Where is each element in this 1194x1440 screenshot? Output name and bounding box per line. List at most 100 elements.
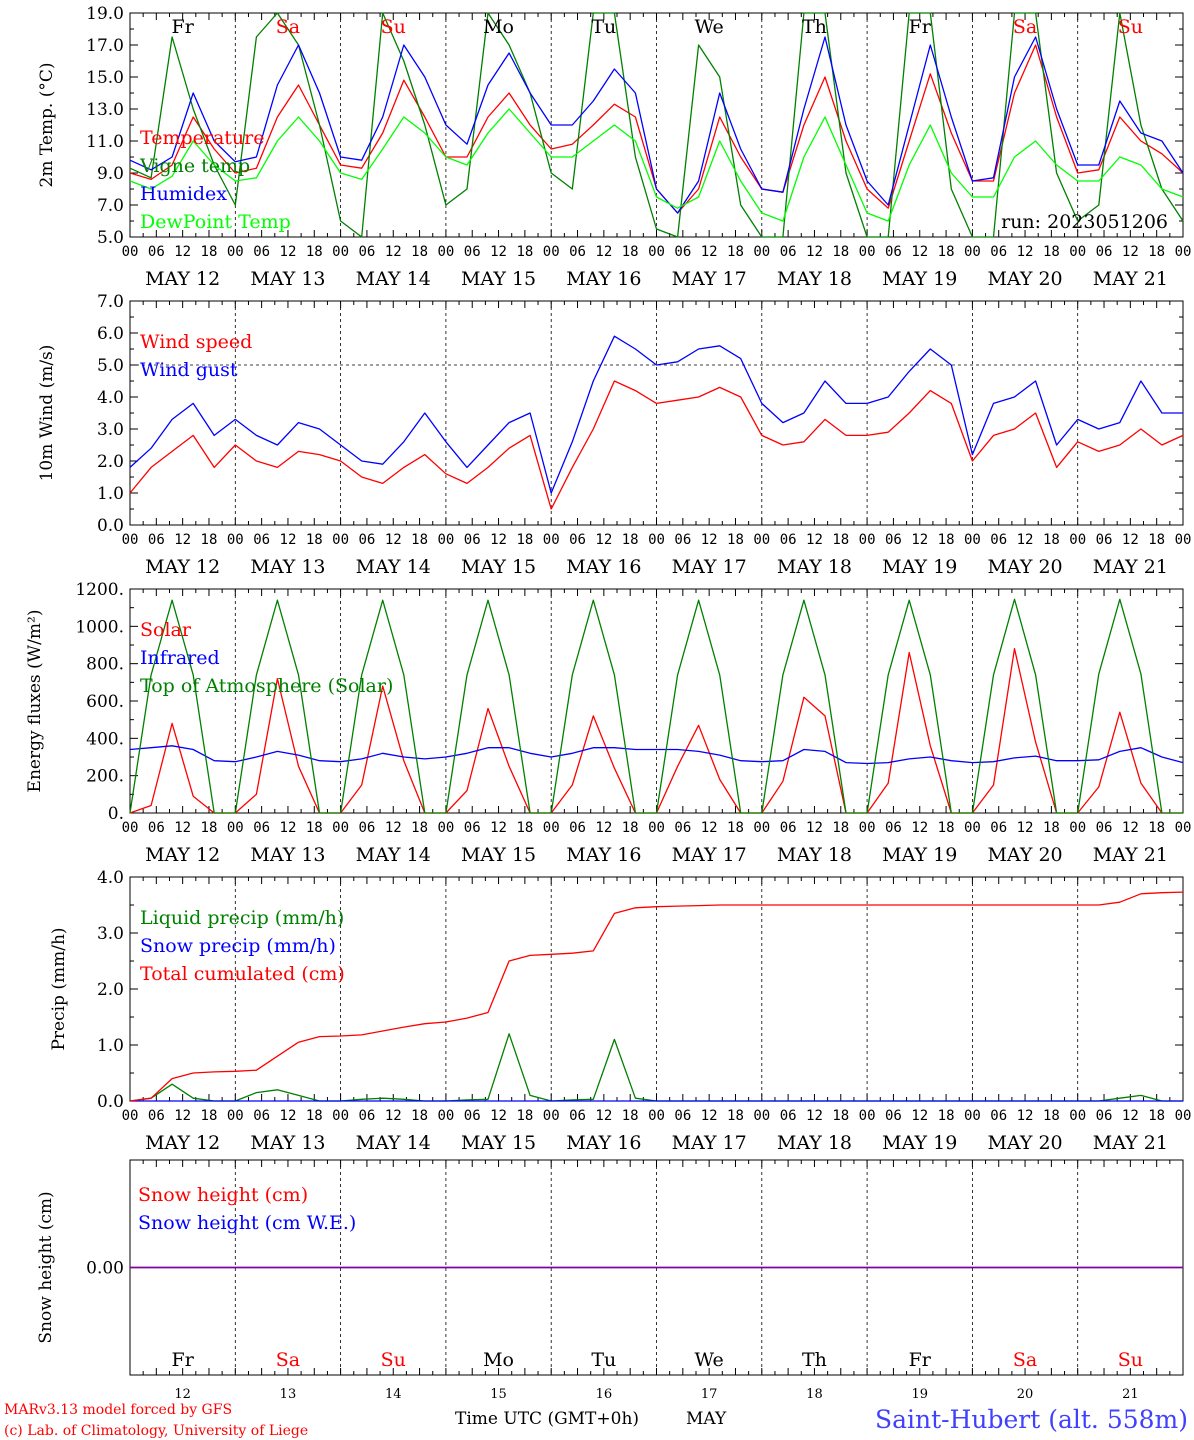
x-hour-label: 06 [358, 244, 375, 260]
x-hour-label: 00 [227, 1108, 244, 1124]
x-hour-label: 00 [543, 820, 560, 836]
x-hour-label: 18 [1043, 244, 1060, 260]
day-number: 13 [280, 1387, 297, 1402]
x-hour-label: 00 [859, 244, 876, 260]
y-tick-label: 7.0 [97, 196, 124, 216]
x-hour-label: 06 [569, 532, 586, 548]
x-hour-label: 18 [1043, 820, 1060, 836]
x-date-label: MAY 13 [250, 268, 325, 290]
day-abbr-top: We [695, 16, 724, 38]
x-date-label: MAY 21 [1093, 844, 1168, 866]
x-hour-label: 06 [1096, 244, 1113, 260]
x-hour-label: 12 [911, 244, 928, 260]
run-label: run: 2023051206 [1001, 211, 1168, 233]
plot-frame [129, 300, 1184, 526]
x-hour-label: 00 [964, 820, 981, 836]
x-hour-label: 00 [1175, 820, 1192, 836]
x-hour-label: 06 [464, 1108, 481, 1124]
series-line-vigne-temp [129, 12, 1184, 238]
x-hour-label: 06 [1096, 820, 1113, 836]
x-hour-label: 18 [727, 532, 744, 548]
legend-entry: Top of Atmosphere (Solar) [140, 675, 393, 697]
panel-4: 0.0 1.0 2.0 3.0 4.0 Precip (mm/h) Liquid preci… [49, 868, 1191, 1154]
day-abbr-bottom: Sa [276, 1349, 300, 1371]
x-hour-label: 12 [701, 244, 718, 260]
x-hour-label: 00 [859, 820, 876, 836]
x-hour-label: 00 [1175, 532, 1192, 548]
x-date-label: MAY 18 [777, 268, 852, 290]
legend-entry: Snow height (cm W.E.) [138, 1212, 356, 1234]
panel-5: 0.00 Snow height (cm) Snow height (cm) Snow… [36, 1159, 1184, 1402]
series-line-infrared [129, 745, 1184, 765]
x-date-label: MAY 19 [882, 1132, 957, 1154]
x-hour-label: 18 [938, 532, 955, 548]
y-axis-label: 2m Temp. (°C) [37, 62, 57, 187]
day-abbr-bottom: We [695, 1349, 724, 1371]
x-hour-label: 06 [358, 532, 375, 548]
x-hour-label: 18 [1043, 1108, 1060, 1124]
x-hour-label: 00 [648, 820, 665, 836]
x-hour-label: 06 [464, 820, 481, 836]
y-tick-label: 4.0 [97, 868, 124, 888]
x-hour-label: 18 [832, 820, 849, 836]
legend-entry: Liquid precip (mm/h) [140, 907, 344, 929]
legend-entry: Humidex [140, 183, 227, 205]
y-axis-label: Energy fluxes (W/m²) [25, 610, 45, 793]
x-hour-label: 12 [490, 1108, 507, 1124]
x-hour-label: 12 [385, 820, 402, 836]
y-tick-label: 11.0 [86, 132, 124, 152]
x-date-label: MAY 20 [987, 268, 1062, 290]
x-date-label: MAY 14 [356, 1132, 431, 1154]
day-number: 20 [1017, 1387, 1034, 1402]
day-abbr-bottom: Tu [591, 1349, 616, 1371]
x-hour-label: 12 [174, 820, 191, 836]
footer-time-label: Time UTC (GMT+0h) [455, 1409, 639, 1429]
x-hour-label: 00 [964, 244, 981, 260]
y-tick-label: 600. [86, 692, 124, 712]
x-hour-label: 00 [1069, 1108, 1086, 1124]
day-abbr-bottom: Fr [909, 1349, 932, 1371]
x-hour-label: 00 [964, 1108, 981, 1124]
legend-entry: DewPoint Temp [140, 211, 291, 233]
x-hour-label: 18 [832, 1108, 849, 1124]
legend-entry: Snow precip (mm/h) [140, 935, 336, 957]
x-hour-label: 00 [753, 820, 770, 836]
x-hour-label: 00 [1069, 244, 1086, 260]
x-hour-label: 12 [1122, 1108, 1139, 1124]
x-hour-label: 12 [174, 532, 191, 548]
x-date-label: MAY 19 [882, 844, 957, 866]
day-number: 17 [701, 1387, 718, 1402]
x-hour-label: 00 [122, 820, 139, 836]
x-hour-label: 00 [1069, 532, 1086, 548]
x-hour-label: 00 [1175, 244, 1192, 260]
x-hour-label: 06 [885, 532, 902, 548]
x-hour-label: 18 [516, 820, 533, 836]
x-date-label: MAY 17 [672, 268, 747, 290]
x-hour-label: 00 [859, 1108, 876, 1124]
x-date-label: MAY 21 [1093, 268, 1168, 290]
y-tick-label: 3.0 [97, 924, 124, 944]
x-hour-label: 00 [1069, 820, 1086, 836]
x-hour-label: 06 [1096, 1108, 1113, 1124]
legend-entry: Total cumulated (cm) [140, 963, 345, 985]
x-hour-label: 18 [411, 1108, 428, 1124]
x-date-label: MAY 15 [461, 556, 536, 578]
x-hour-label: 18 [306, 820, 323, 836]
x-date-label: MAY 15 [461, 844, 536, 866]
footer-month-label: MAY [686, 1409, 727, 1429]
x-date-label: MAY 18 [777, 1132, 852, 1154]
x-hour-label: 12 [490, 532, 507, 548]
x-hour-label: 00 [437, 1108, 454, 1124]
x-date-label: MAY 12 [145, 844, 220, 866]
x-hour-label: 06 [569, 1108, 586, 1124]
series-line-wind-speed [129, 380, 1184, 510]
y-tick-label: 5.0 [97, 228, 124, 248]
day-abbr-top: Tu [591, 16, 616, 38]
x-hour-label: 18 [938, 1108, 955, 1124]
day-number: 14 [385, 1387, 402, 1402]
x-hour-label: 06 [148, 244, 165, 260]
y-tick-label: 9.0 [97, 164, 124, 184]
x-hour-label: 12 [174, 1108, 191, 1124]
x-date-label: MAY 20 [987, 556, 1062, 578]
